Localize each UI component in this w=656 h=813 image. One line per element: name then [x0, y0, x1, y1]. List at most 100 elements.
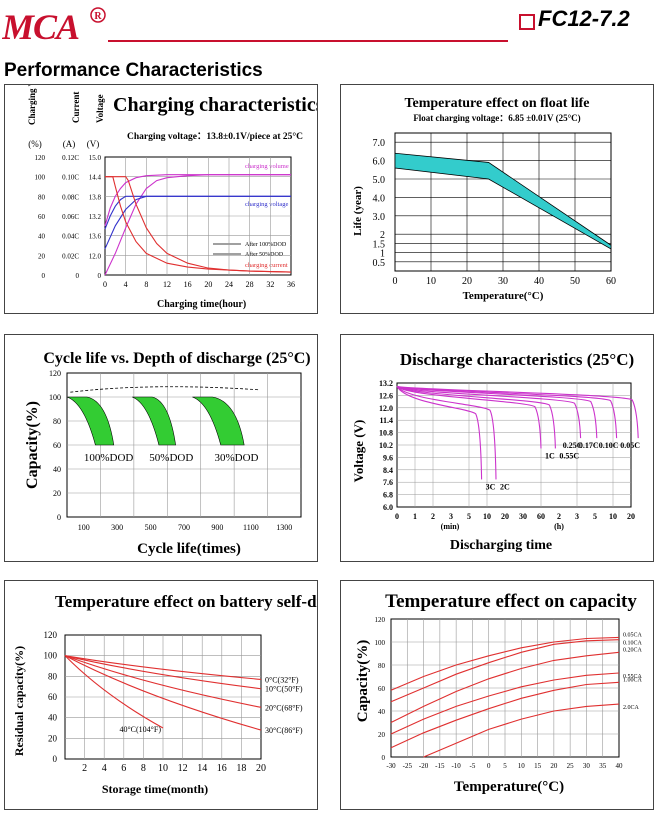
chart-title: Temperature effect on battery self-disch…: [55, 592, 317, 611]
voltage-tick-label: 13.8: [89, 193, 102, 201]
x-tick-label: 10: [483, 512, 491, 521]
x-axis-label: Charging time(hour): [157, 299, 246, 310]
x-tick-label: -30: [386, 762, 396, 770]
self-discharge-panel: Temperature effect on battery self-disch…: [4, 580, 318, 810]
rate-label: 0.17C: [579, 441, 599, 450]
chart-title: Temperature effect on float life: [404, 96, 589, 111]
x-tick-label: 15: [534, 762, 542, 770]
y-tick-label: 100: [49, 393, 61, 402]
series-label: 0.20CA: [623, 647, 643, 653]
x-axis-label: Discharging time: [450, 538, 552, 553]
x-tick-label: 12: [178, 763, 188, 774]
chart-subtitle: Charging voltage：13.8±0.1V/piece at 25°C: [127, 131, 303, 142]
discharge-curve-0: [396, 386, 483, 480]
x-tick-label: 2: [557, 512, 561, 521]
x-tick-label: 20: [204, 280, 212, 289]
discharge-panel: Discharge characteristics (25°C) Dischar…: [340, 334, 654, 562]
cycle-life-chart: Cycle life vs. Depth of discharge (25°C)…: [24, 350, 311, 557]
y-tick-label: 80: [53, 417, 61, 426]
series-label: 1.00CA: [623, 677, 643, 683]
self-discharge-line-3: [64, 655, 262, 731]
y-axis-label: Capacity(%): [24, 401, 41, 489]
rate-label: 0.10C: [599, 441, 619, 450]
cycle-life-panel: Cycle life vs. Depth of discharge (25°C)…: [4, 334, 318, 562]
x-axis-label: Cycle life(times): [137, 541, 241, 557]
charging-panel: Charging characteristics Charging voltag…: [4, 84, 318, 314]
x-tick-label: 5: [503, 762, 507, 770]
x-tick-label: 28: [246, 280, 254, 289]
x-unit-min: (min): [441, 522, 460, 531]
x-tick-label: 20: [462, 276, 472, 287]
volume-tick-label: 20: [38, 252, 46, 260]
x-tick-label: 24: [225, 280, 233, 289]
cycle-top-dashed-line: [70, 386, 260, 393]
series-label: 0°C(32°F): [265, 675, 299, 684]
voltage-tick-label: 0: [98, 272, 102, 280]
current-tick-label: 0.04C: [62, 233, 79, 241]
y-axis-label-current: Current: [71, 92, 81, 123]
y-tick-label: 1: [380, 249, 385, 260]
capacity-line-0: [390, 636, 620, 691]
x-tick-label: 700: [178, 523, 190, 532]
y-tick-label: 10.8: [379, 429, 393, 438]
x-tick-label: 18: [236, 763, 246, 774]
y-tick-label: 7.0: [373, 138, 386, 149]
x-tick-label: 3: [449, 512, 453, 521]
current-tick-label: 0.12C: [62, 154, 79, 162]
x-tick-label: 0: [393, 276, 398, 287]
charging-voltage-line: [104, 195, 291, 230]
x-tick-label: 12: [163, 280, 171, 289]
series-label: 0.05CA: [623, 632, 643, 638]
charging-volume-line: [104, 174, 291, 226]
x-tick-label: 50: [570, 276, 580, 287]
y-axis-label: Residual capacity(%): [12, 646, 26, 756]
capacity-line-4: [390, 681, 620, 749]
x-tick-label: 100: [78, 523, 90, 532]
cycle-band-label: 100%DOD: [84, 452, 134, 464]
x-tick-label: 2: [82, 763, 87, 774]
y-tick-label: 6.8: [383, 491, 393, 500]
svg-text:R: R: [94, 11, 102, 22]
x-tick-label: -10: [451, 762, 461, 770]
series-label: 2.0CA: [623, 705, 640, 711]
y-tick-label: 6.0: [383, 503, 393, 512]
current-tick-label: 0.06C: [62, 213, 79, 221]
x-tick-label: 20: [550, 762, 558, 770]
header-rule: [108, 40, 508, 42]
voltage-tick-label: 14.4: [89, 174, 102, 182]
rate-label: 0.25C: [563, 441, 583, 450]
x-axis-label: Temperature(°C): [463, 290, 544, 302]
current-tick-label: 0.08C: [62, 193, 79, 201]
x-tick-label: 1: [413, 512, 417, 521]
y-tick-label: 100: [44, 651, 58, 661]
self-discharge-line-0: [64, 655, 262, 680]
y-tick-label: 11.4: [379, 416, 393, 425]
x-tick-label: 1300: [276, 523, 292, 532]
discharge-chart: Discharge characteristics (25°C) Dischar…: [351, 350, 640, 553]
x-axis-label: Temperature(°C): [454, 779, 564, 795]
x-tick-label: 2: [431, 512, 435, 521]
x-tick-label: 4: [124, 280, 128, 289]
cycle-band-label: 50%DOD: [149, 452, 193, 464]
x-tick-label: 10: [609, 512, 617, 521]
x-tick-label: 20: [256, 763, 266, 774]
x-unit-hour: (h): [554, 522, 564, 531]
y-tick-label: 80: [48, 671, 58, 681]
chart-subtitle: Float charging voltage：6.85 ±0.01V (25°C…: [413, 113, 580, 123]
x-tick-label: 900: [211, 523, 223, 532]
chart-title: Discharge characteristics (25°C): [400, 350, 634, 369]
y-tick-label: 2: [380, 230, 385, 241]
discharge-curve-2: [396, 385, 542, 449]
volume-tick-label: 100: [35, 174, 46, 182]
x-tick-label: 32: [266, 280, 274, 289]
y-axis-label: Capacity(%): [355, 640, 371, 723]
y-tick-label: 120: [44, 630, 58, 640]
self-discharge-line-2: [64, 655, 262, 708]
x-tick-label: 20: [501, 512, 509, 521]
x-tick-label: 30: [583, 762, 591, 770]
current-unit: (A): [63, 139, 76, 149]
series-label: 30°C(86°F): [265, 726, 303, 735]
temp-capacity-panel: Temperature effect on capacity Temperatu…: [340, 580, 654, 810]
float-life-panel: Temperature effect on float life Float c…: [340, 84, 654, 314]
y-tick-label: 12.6: [379, 391, 393, 400]
